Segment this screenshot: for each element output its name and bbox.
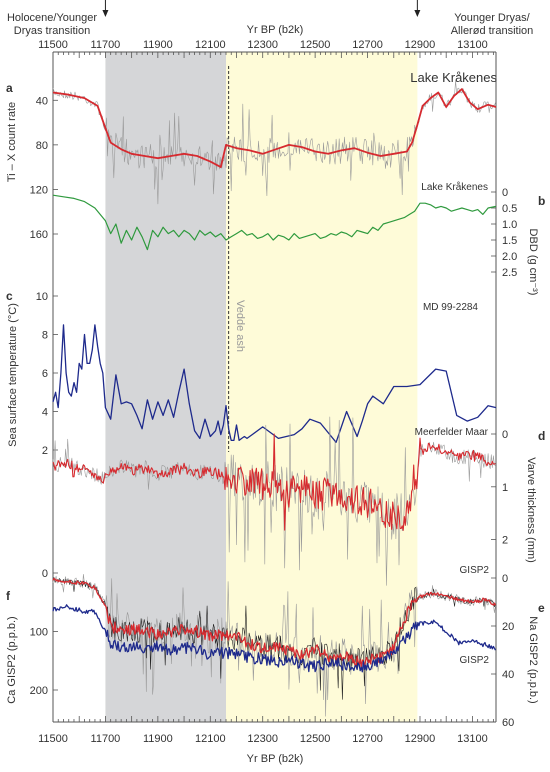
panel-e-ylabel: Na GISP2 (p.p.b.) xyxy=(527,616,539,703)
panel-a-ylabel: Ti – X count rate xyxy=(6,102,18,182)
panel-e-y-tick-label: 60 xyxy=(502,717,514,729)
panel-a-y-tick-label: 120 xyxy=(30,184,48,196)
top-x-tick-label: 11700 xyxy=(91,39,121,51)
younger-dryas-early-shading xyxy=(105,52,227,722)
top-x-tick-label: 12900 xyxy=(405,39,436,51)
panel-d-y-tick-label: 2 xyxy=(502,535,508,547)
panel-b-y-tick-label: 0.5 xyxy=(502,203,517,215)
vedde-ash-label: Vedde ash xyxy=(234,300,246,352)
bottom-axis-title: Yr BP (b2k) xyxy=(247,753,304,765)
panel-d-site: Meerfelder Maar xyxy=(415,427,489,438)
bottom-x-tick-label: 11500 xyxy=(38,733,68,745)
panel-b-site: Lake Kråkenes xyxy=(421,181,488,193)
bottom-x-tick-label: 12900 xyxy=(405,733,436,745)
left-transition-arrowhead xyxy=(102,10,109,17)
panel-e-site: GISP2 xyxy=(460,565,490,576)
panel-e-na-smoothed-series xyxy=(52,604,497,673)
panel-a-y-tick-label: 160 xyxy=(30,229,48,241)
panel-c-site: MD 99-2284 xyxy=(423,302,478,313)
panel-e-y-tick-label: 40 xyxy=(502,669,514,681)
panel-d-letter: d xyxy=(538,429,545,443)
younger-dryas-late-shading xyxy=(226,52,418,722)
panel-b-dbd-series xyxy=(52,194,497,251)
top-x-tick-label: 11900 xyxy=(143,39,173,51)
panel-f-y-tick-label: 0 xyxy=(42,568,48,580)
panel-b-y-tick-label: 1.5 xyxy=(502,235,517,247)
panel-f-letter: f xyxy=(6,589,11,603)
panel-b-ylabel: DBD (g cm⁻³) xyxy=(527,229,539,296)
top-x-tick-label: 12100 xyxy=(195,39,226,51)
top-x-tick-label: 13100 xyxy=(457,39,488,51)
top-x-tick-label: 12500 xyxy=(300,39,331,51)
period-shading xyxy=(105,52,418,722)
panel-e-y-tick-label: 20 xyxy=(502,621,514,633)
panel-d-y-tick-label: 0 xyxy=(502,429,508,441)
bottom-x-tick-label: 11700 xyxy=(91,733,121,745)
panel-b-letter: b xyxy=(538,194,545,208)
panel-a-smoothed-series xyxy=(52,88,497,168)
data-series xyxy=(52,80,497,717)
panel-d-ylabel: Varve thickness (mm) xyxy=(525,457,537,563)
top-x-tick-label: 11500 xyxy=(38,39,68,51)
top-x-tick-label: 12700 xyxy=(352,39,383,51)
figure-labels: Yr BP (b2k) Yr BP (b2k) Holocene/Younger… xyxy=(6,12,545,765)
panel-c-y-tick-label: 8 xyxy=(42,330,48,342)
panel-f-ca-smoothed-series xyxy=(52,577,497,668)
panel-c-y-tick-label: 4 xyxy=(42,407,48,419)
panel-e-letter: e xyxy=(538,601,545,615)
panel-e-y-tick-label: 0 xyxy=(502,573,508,585)
panel-f-site: GISP2 xyxy=(460,655,490,666)
panel-f-y-tick-label: 100 xyxy=(30,627,48,639)
panel-f-ylabel: Ca GISP2 (p.p.b.) xyxy=(6,616,18,703)
panel-c-sst-series xyxy=(52,324,497,443)
panel-c-letter: c xyxy=(6,289,13,303)
axis-ticks: 1150011500117001170011900119001210012100… xyxy=(30,39,518,745)
panel-b-y-tick-label: 2.0 xyxy=(502,251,517,263)
right-transition-line2: Allerød transition xyxy=(451,25,534,37)
panel-c-y-tick-label: 2 xyxy=(42,445,48,457)
panel-d-smoothed-series xyxy=(52,433,496,531)
right-transition-line1: Younger Dryas/ xyxy=(454,12,530,24)
left-transition-line1: Holocene/Younger xyxy=(7,12,97,24)
right-transition-arrowhead xyxy=(414,10,421,17)
top-x-tick-label: 12300 xyxy=(247,39,278,51)
panel-b-y-tick-label: 1.0 xyxy=(502,219,517,231)
panel-a-y-tick-label: 80 xyxy=(36,140,48,152)
panel-b-y-tick-label: 0 xyxy=(502,187,508,199)
bottom-x-tick-label: 12500 xyxy=(300,733,331,745)
panel-d-y-tick-label: 1 xyxy=(502,482,508,494)
panel-a-site: Lake Kråkenes xyxy=(410,70,497,85)
panel-a-letter: a xyxy=(6,81,13,95)
panel-c-y-tick-label: 6 xyxy=(42,368,48,380)
panel-c-y-tick-label: 10 xyxy=(36,291,48,303)
panel-b-y-tick-label: 2.5 xyxy=(502,267,517,279)
bottom-x-tick-label: 13100 xyxy=(457,733,488,745)
bottom-x-tick-label: 12100 xyxy=(195,733,226,745)
top-axis-title: Yr BP (b2k) xyxy=(247,24,304,36)
bottom-x-tick-label: 12300 xyxy=(247,733,278,745)
panel-c-ylabel: Sea surface temperature (°C) xyxy=(7,303,19,447)
bottom-x-tick-label: 12700 xyxy=(352,733,383,745)
panel-a-y-tick-label: 40 xyxy=(36,95,48,107)
panel-f-y-tick-label: 200 xyxy=(30,685,48,697)
bottom-x-tick-label: 11900 xyxy=(143,733,173,745)
left-transition-line2: Dryas transition xyxy=(14,25,90,37)
